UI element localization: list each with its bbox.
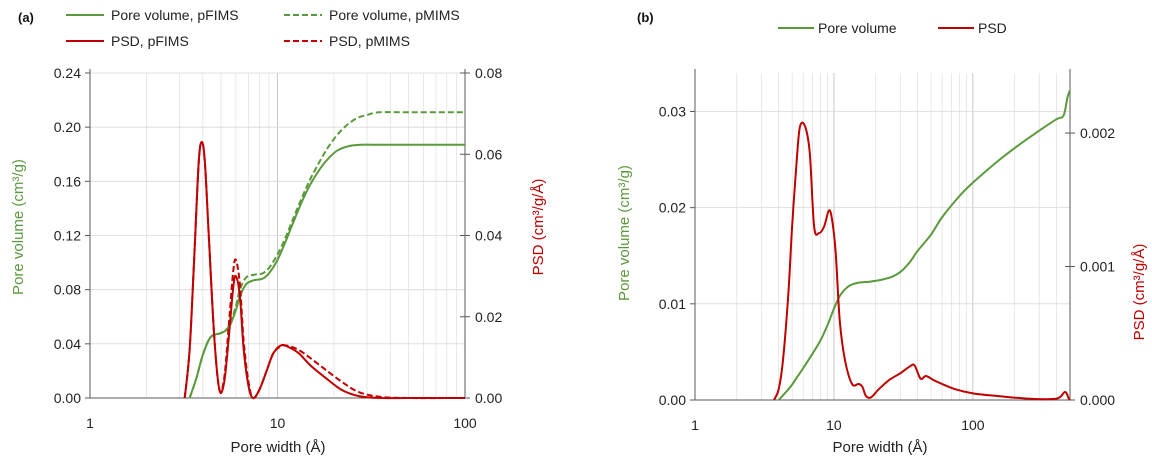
panel-b-axes (690, 69, 1075, 401)
legend-label-pore-volume-pmims: Pore volume, pMIMS (329, 7, 460, 23)
panel-a-x-tick-label: 100 (453, 415, 477, 431)
panel-a-y-left-tick-label: 0.04 (54, 336, 81, 352)
panel-b-grid (694, 73, 1071, 401)
panel-b-tick-labels: 0.00 0.01 0.02 0.03 0.000 0.001 0.002 1 10 100 (659, 103, 1115, 433)
legend-label-psd: PSD (978, 20, 1007, 36)
panel-a-legend: Pore volume, pFIMS Pore volume, pMIMS PS… (66, 7, 460, 49)
panel-a-x-tick-label: 10 (270, 415, 286, 431)
panel-b-x-axis-label: Pore width (Å) (832, 439, 927, 456)
panel-a-x-tick-label: 1 (86, 415, 94, 431)
panel-a-y-left-tick-label: 0.16 (54, 173, 81, 189)
panel-a-y-right-tick-label: 0.08 (475, 65, 502, 81)
legend-label-pore-volume: Pore volume (818, 20, 897, 36)
panel-b-y-left-tick-label: 0.00 (659, 392, 686, 408)
panel-a-y-right-axis-label: PSD (cm³/g/Å) (530, 179, 547, 276)
panel-a-tick-labels: 0.00 0.04 0.08 0.12 0.16 0.20 0.24 0.00 0.02 0.04… (54, 65, 503, 431)
panel-b-x-tick-label: 10 (826, 417, 842, 433)
panel-a: (a) Pore volume, pFIMS Pore volume, pMIM… (10, 7, 547, 456)
panel-b-x-tick-label: 100 (961, 417, 985, 433)
legend-label-psd-pmims: PSD, pMIMS (329, 33, 410, 49)
panel-b-y-right-tick-label: 0.000 (1080, 392, 1115, 408)
panel-a-y-right-tick-label: 0.00 (475, 390, 502, 406)
panel-b-y-left-tick-label: 0.01 (659, 296, 686, 312)
panel-b-label: (b) (637, 10, 654, 25)
panel-a-series-psd-pmims (183, 141, 466, 400)
panel-a-y-left-tick-label: 0.00 (54, 390, 81, 406)
panel-a-y-right-tick-label: 0.04 (475, 228, 502, 244)
panel-a-y-left-tick-label: 0.20 (54, 119, 81, 135)
panel-b-y-right-tick-label: 0.002 (1080, 125, 1115, 141)
panel-b-y-left-tick-label: 0.03 (659, 103, 686, 119)
panel-b-legend: Pore volume PSD (778, 20, 1007, 36)
panel-b-y-left-tick-label: 0.02 (659, 200, 686, 216)
panel-b: (b) Pore volume PSD 0.000.010.020.030.00… (616, 10, 1148, 456)
panel-a-y-left-tick-label: 0.12 (54, 228, 81, 244)
legend-label-psd-pfims: PSD, pFIMS (111, 33, 189, 49)
panel-a-y-right-tick-label: 0.02 (475, 309, 502, 325)
panel-a-y-right-tick-label: 0.06 (475, 146, 502, 162)
panel-a-y-left-tick-label: 0.24 (54, 65, 81, 81)
legend-label-pore-volume-pfims: Pore volume, pFIMS (111, 7, 239, 23)
panel-a-y-left-tick-label: 0.08 (54, 282, 81, 298)
panel-b-y-left-axis-label: Pore volume (cm³/g) (616, 165, 633, 301)
panel-b-x-tick-label: 1 (691, 417, 699, 433)
panel-a-label: (a) (18, 10, 34, 25)
panel-a-series (183, 111, 466, 400)
panel-b-series-psd (773, 121, 1071, 401)
panel-a-series-pore-volume-pmims (188, 111, 465, 399)
panel-b-y-right-tick-label: 0.001 (1080, 259, 1115, 275)
panel-b-y-right-axis-label: PSD (cm³/g/Å) (1131, 244, 1148, 341)
panel-a-x-axis-label: Pore width (Å) (230, 439, 325, 456)
panel-b-series (773, 89, 1071, 401)
panel-a-y-left-axis-label: Pore volume (cm³/g) (10, 159, 27, 295)
panel-b-series-pore-volume (777, 89, 1071, 401)
